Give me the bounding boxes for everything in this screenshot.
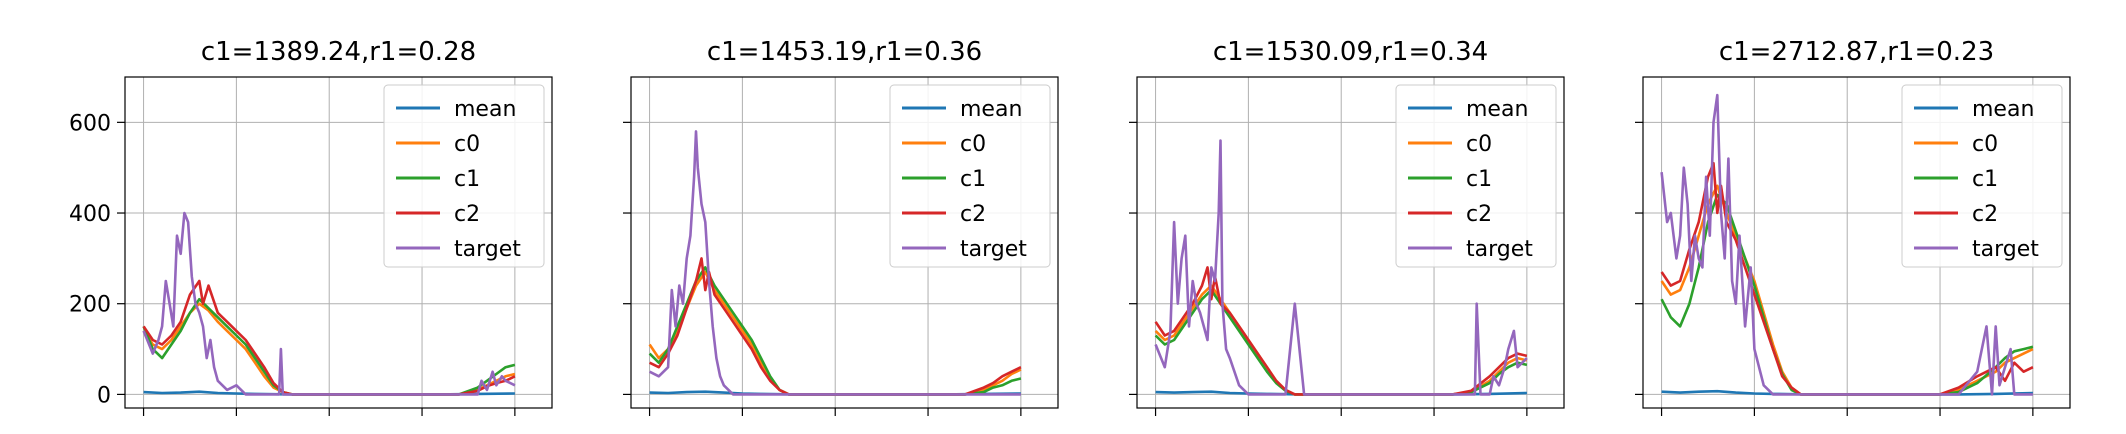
legend-box [889, 84, 1051, 268]
legend-label-c0: c0 [1466, 132, 1492, 157]
chart-title: c1=2712.87,r1=0.23 [1719, 37, 1994, 67]
plot-frame [630, 76, 1059, 409]
legend-label-c2: c2 [960, 202, 986, 227]
y-tick-label: 200 [69, 293, 111, 318]
legend: mean c0 c1 c2 target [1901, 84, 2063, 268]
y-tick-label: 600 [69, 111, 111, 136]
plot-frame [1642, 76, 2071, 409]
series-line-target [649, 130, 1021, 396]
legend-label-mean: mean [454, 97, 516, 122]
subplot-2: c1=1453.19,r1=0.36 mean c0 c1 c2 target [623, 37, 1059, 416]
legend-label-target: target [1466, 237, 1533, 262]
legend-label-target: target [960, 237, 1027, 262]
legend-label-c2: c2 [1972, 202, 1998, 227]
legend-label-c2: c2 [1466, 202, 1492, 227]
series-line-target [142, 211, 516, 396]
legend-label-target: target [454, 237, 521, 262]
series-line-c2 [1154, 266, 1528, 396]
legend: mean c0 c1 c2 target [889, 84, 1051, 268]
legend-label-mean: mean [1972, 97, 2034, 122]
legend-label-c1: c1 [1466, 167, 1492, 192]
series-line-target [1154, 139, 1528, 396]
legend-label-target: target [1972, 237, 2039, 262]
legend-label-c0: c0 [454, 132, 480, 157]
chart-title: c1=1389.24,r1=0.28 [201, 37, 476, 67]
legend-label-c0: c0 [960, 132, 986, 157]
legend-label-c1: c1 [960, 167, 986, 192]
legend-box [1395, 84, 1557, 268]
legend-box [383, 84, 545, 268]
legend-label-mean: mean [960, 97, 1022, 122]
plot-frame [1136, 76, 1565, 409]
legend-label-c2: c2 [454, 202, 480, 227]
series-line-c2 [649, 257, 1022, 396]
series-line-target [1660, 93, 2033, 396]
legend-label-c1: c1 [1972, 167, 1998, 192]
chart-title: c1=1453.19,r1=0.36 [707, 37, 982, 67]
legend-label-c0: c0 [1972, 132, 1998, 157]
series-line-c1 [648, 266, 1022, 396]
subplot-3: c1=1530.09,r1=0.34 mean c0 c1 c2 target [1129, 37, 1565, 416]
legend-label-c1: c1 [454, 167, 480, 192]
legend: mean c0 c1 c2 target [383, 84, 545, 268]
chart-title: c1=1530.09,r1=0.34 [1213, 37, 1488, 67]
y-tick-label: 0 [97, 383, 111, 408]
y-tick-label: 400 [69, 202, 111, 227]
subplot-1: 0 200 400 600 c1=1389.24,r1=0.28 mean c0 c1 c2 ta… [69, 37, 553, 416]
legend-box [1901, 84, 2063, 268]
subplot-4: c1=2712.87,r1=0.23 mean c0 c1 c2 target [1635, 37, 2071, 416]
legend-label-mean: mean [1466, 97, 1528, 122]
legend: mean c0 c1 c2 target [1395, 84, 1557, 268]
series-line-mean [1661, 389, 2033, 396]
plot-frame [124, 76, 553, 409]
